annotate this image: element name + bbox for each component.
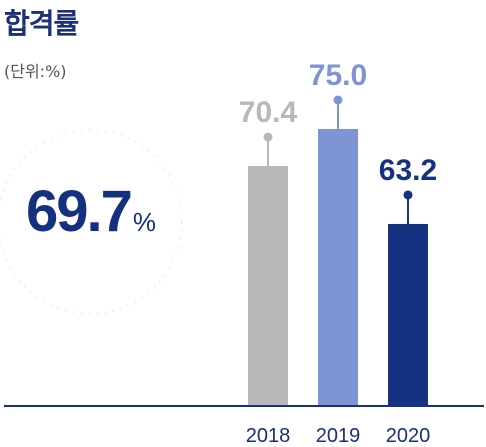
bar-2018: [248, 166, 288, 406]
value-label-2020: 63.2: [379, 154, 437, 187]
x-tick-label-2018: 2018: [246, 425, 291, 447]
bar-marker-dot-2018: [263, 132, 273, 142]
highlight-circle: [0, 129, 183, 315]
average-rate-value: 69.7%: [26, 178, 156, 245]
average-rate-number: 69.7: [26, 179, 133, 244]
average-rate-percent-sign: %: [132, 207, 157, 237]
bar-marker-dot-2019: [333, 95, 343, 105]
value-label-2018: 70.4: [239, 96, 298, 129]
unit-label: (단위:%): [4, 62, 67, 81]
bar-2019: [318, 128, 358, 406]
bar-2020: [388, 223, 428, 406]
chart-title: 합격률: [4, 7, 79, 40]
x-tick-label-2020: 2020: [386, 425, 431, 447]
x-tick-label-2019: 2019: [316, 425, 361, 447]
bar-marker-dot-2020: [403, 190, 413, 200]
value-label-2019: 75.0: [309, 59, 367, 92]
